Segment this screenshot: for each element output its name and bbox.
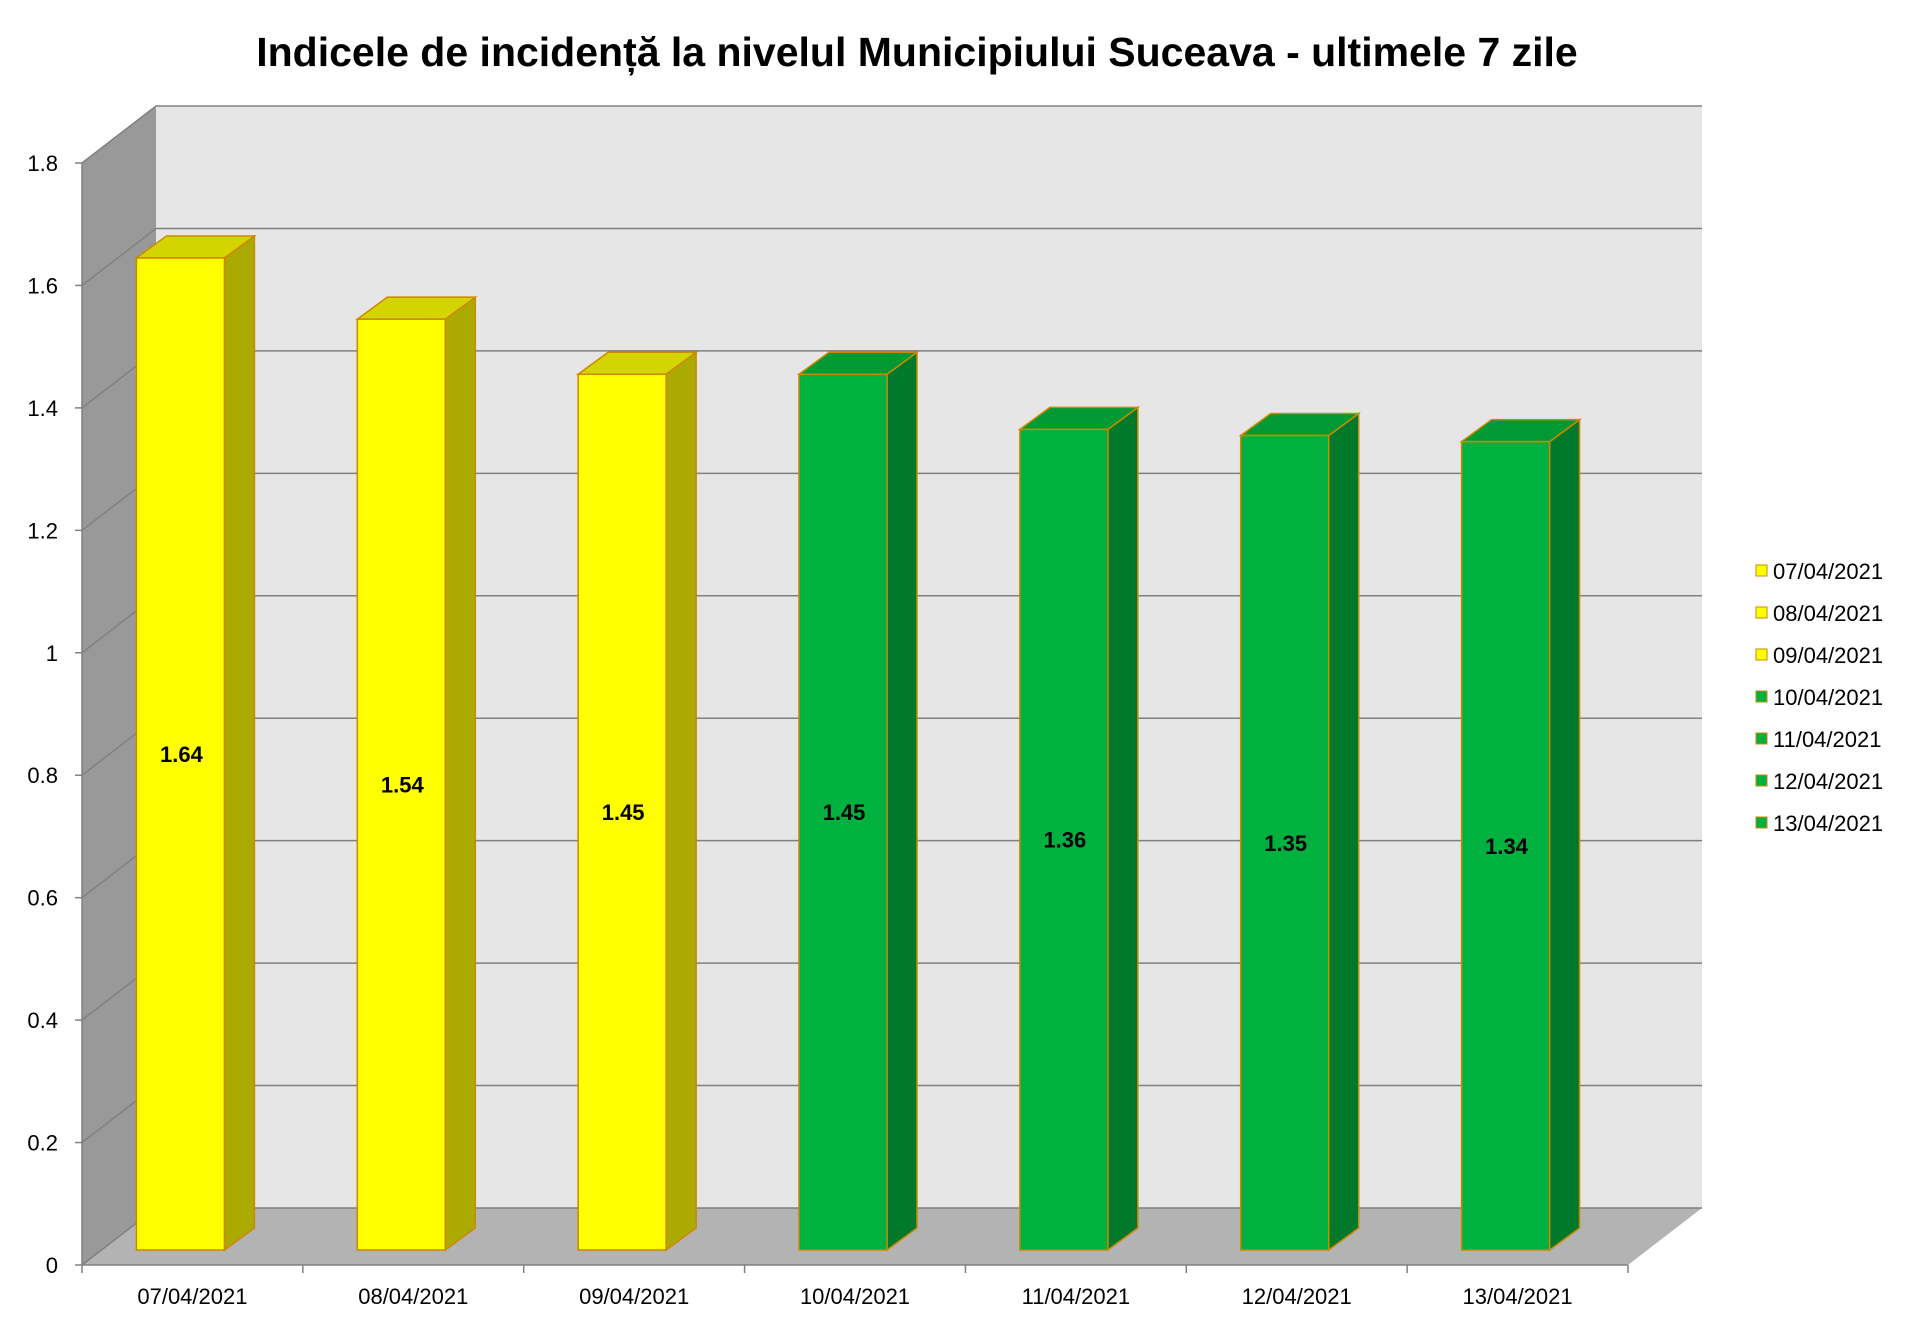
bar-side	[1107, 405, 1139, 1252]
legend-swatch	[1755, 732, 1768, 745]
y-tick-label: 1.2	[27, 518, 58, 543]
bar	[134, 234, 257, 1252]
data-label: 1.34	[1485, 834, 1529, 859]
bar-front	[1460, 440, 1551, 1251]
bars	[134, 234, 1582, 1252]
bar-front	[1239, 434, 1330, 1251]
bar-side	[665, 350, 697, 1252]
legend-swatch	[1755, 564, 1768, 577]
bar-front	[577, 373, 667, 1251]
bar	[796, 350, 920, 1252]
x-tick-label: 08/04/2021	[358, 1284, 468, 1309]
bar	[575, 350, 699, 1252]
y-tick-label: 0	[46, 1253, 58, 1278]
bar	[1017, 405, 1141, 1252]
data-label: 1.45	[602, 800, 645, 825]
bar	[1238, 412, 1362, 1252]
bar-side	[1548, 418, 1581, 1252]
y-tick-label: 0.6	[27, 886, 58, 911]
legend-item: 12/04/2021	[1755, 769, 1883, 794]
legend-item: 07/04/2021	[1755, 559, 1883, 584]
y-tick-label: 1	[46, 641, 58, 666]
data-label: 1.45	[823, 800, 866, 825]
y-tick-label: 1.4	[27, 396, 58, 421]
legend-label: 13/04/2021	[1773, 811, 1883, 836]
x-tick-label: 13/04/2021	[1463, 1284, 1573, 1309]
x-tick-label: 12/04/2021	[1242, 1284, 1352, 1309]
bar-front	[798, 373, 888, 1251]
legend: 07/04/2021 08/04/2021 09/04/2021 10/04/2021…	[1755, 559, 1883, 836]
y-tick-label: 1.8	[27, 151, 58, 176]
legend-swatch	[1755, 774, 1768, 787]
y-tick-label: 0.2	[27, 1131, 58, 1156]
y-tick-label: 0.8	[27, 763, 58, 788]
y-axis: 0 0.2 0.4 0.6 0.8 1 1.2 1.4 1.6 1.8	[27, 151, 83, 1278]
gridline	[81, 105, 1702, 164]
data-label: 1.64	[160, 742, 204, 767]
bar	[354, 295, 478, 1252]
legend-item: 13/04/2021	[1755, 811, 1883, 836]
legend-label: 08/04/2021	[1773, 601, 1883, 626]
bar-front	[135, 257, 226, 1251]
bar-side	[444, 295, 477, 1252]
data-labels: 1.64 1.54 1.45 1.45 1.36 1.35 1.34	[160, 742, 1529, 859]
legend-label: 07/04/2021	[1773, 559, 1883, 584]
legend-item: 09/04/2021	[1755, 643, 1883, 668]
data-label: 1.36	[1043, 828, 1086, 853]
legend-label: 09/04/2021	[1773, 643, 1883, 668]
gridline	[81, 227, 1702, 287]
legend-label: 11/04/2021	[1773, 727, 1881, 752]
bar-side	[223, 234, 256, 1252]
y-tick-label: 0.4	[27, 1008, 58, 1033]
legend-label: 12/04/2021	[1773, 769, 1883, 794]
legend-item: 08/04/2021	[1755, 601, 1883, 626]
bar-side	[1327, 412, 1360, 1252]
legend-swatch	[1755, 816, 1768, 829]
chart-title: Indicele de incidență la nivelul Municip…	[256, 29, 1577, 75]
x-tick-label: 07/04/2021	[137, 1284, 247, 1309]
x-tick-label: 10/04/2021	[800, 1284, 910, 1309]
legend-item: 11/04/2021	[1755, 727, 1881, 752]
bar-side	[886, 350, 918, 1252]
bar-front	[1019, 428, 1109, 1251]
y-tick-label: 1.6	[27, 273, 58, 298]
bar	[1459, 418, 1582, 1252]
data-label: 1.35	[1264, 831, 1307, 856]
x-tick-label: 09/04/2021	[579, 1284, 689, 1309]
legend-item: 10/04/2021	[1755, 685, 1883, 710]
legend-label: 10/04/2021	[1773, 685, 1883, 710]
bar-front	[356, 318, 447, 1251]
x-tick-label: 11/04/2021	[1022, 1284, 1130, 1309]
data-label: 1.54	[381, 773, 425, 798]
x-axis: 07/04/2021 08/04/2021 09/04/2021 10/04/2021…	[81, 1264, 1629, 1309]
legend-swatch	[1755, 606, 1768, 619]
legend-swatch	[1755, 690, 1768, 703]
legend-swatch	[1755, 648, 1768, 661]
